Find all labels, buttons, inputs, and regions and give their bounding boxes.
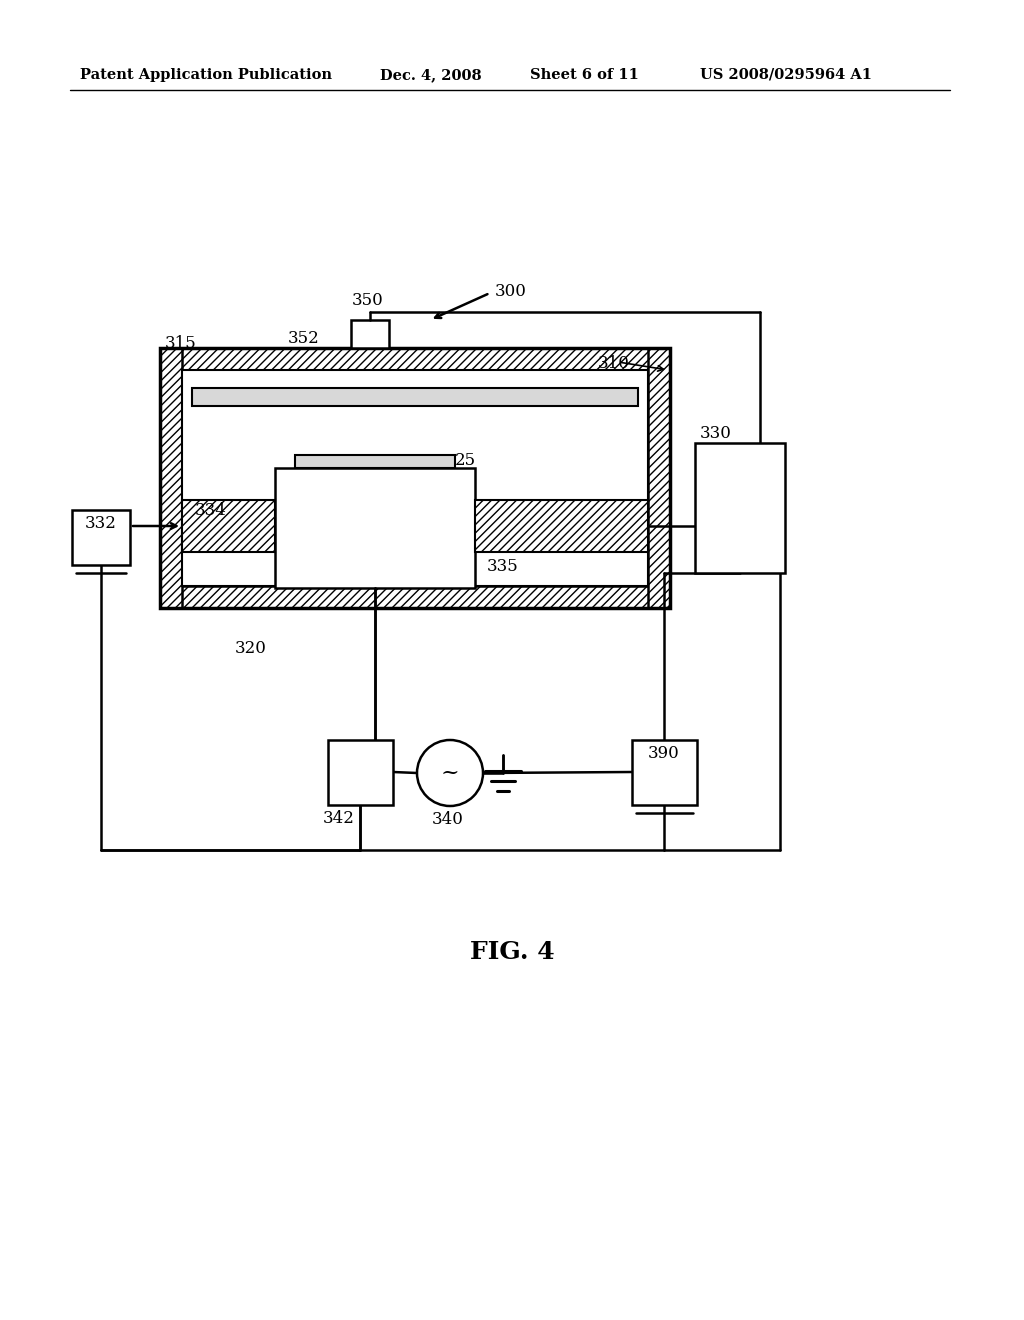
Bar (160, 586, 670, 609)
Bar (695, 444, 785, 573)
Bar (160, 348, 670, 609)
Bar (275, 469, 475, 587)
Text: 340: 340 (432, 810, 464, 828)
Text: Patent Application Publication: Patent Application Publication (80, 69, 332, 82)
Bar (182, 500, 275, 552)
Text: 342: 342 (323, 810, 355, 828)
Bar (295, 455, 455, 469)
Text: 300: 300 (495, 282, 527, 300)
Bar (351, 319, 389, 348)
Text: US 2008/0295964 A1: US 2008/0295964 A1 (700, 69, 872, 82)
Text: 330: 330 (700, 425, 732, 442)
Text: Sheet 6 of 11: Sheet 6 of 11 (530, 69, 639, 82)
Bar (632, 741, 697, 805)
Bar (160, 348, 182, 609)
Text: 315: 315 (165, 335, 197, 352)
Text: 332: 332 (85, 515, 117, 532)
Text: 350: 350 (352, 292, 384, 309)
Text: 352: 352 (288, 330, 319, 347)
Text: 334: 334 (195, 502, 227, 519)
Text: 25: 25 (455, 451, 476, 469)
Text: 310: 310 (598, 355, 630, 372)
Text: FIG. 4: FIG. 4 (470, 940, 554, 964)
Text: 320: 320 (234, 640, 267, 657)
Circle shape (417, 741, 483, 807)
Bar (160, 348, 670, 370)
Text: 390: 390 (648, 744, 680, 762)
Bar (193, 388, 638, 407)
Bar (475, 500, 648, 552)
Bar (648, 348, 670, 609)
Text: Dec. 4, 2008: Dec. 4, 2008 (380, 69, 481, 82)
Bar (328, 741, 393, 805)
Bar (182, 370, 648, 586)
Bar (72, 510, 130, 565)
Text: ~: ~ (440, 762, 460, 784)
Text: 335: 335 (487, 558, 519, 576)
